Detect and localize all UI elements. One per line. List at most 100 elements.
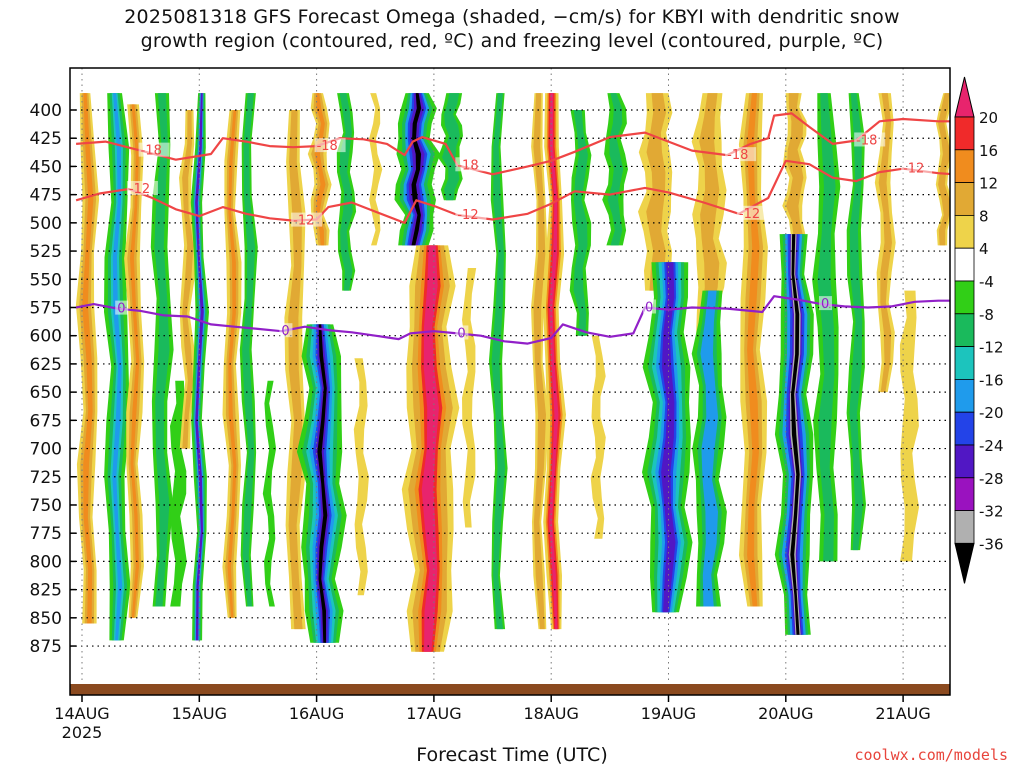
omega-region (746, 93, 760, 607)
x-tick-label: 20AUG (758, 704, 813, 723)
contour-label: -12 (903, 162, 924, 177)
omega-region (170, 380, 187, 607)
contour-label-bg (291, 212, 323, 227)
y-tick-label: 725 (30, 468, 62, 488)
colorbar-label: -4 (979, 273, 994, 291)
chart-title-line1: 2025081318 GFS Forecast Omega (shaded, −… (124, 6, 900, 28)
contour-label: -18 (856, 133, 877, 148)
x-tick-label: 18AUG (523, 704, 578, 723)
colorbar-swatch (954, 116, 975, 151)
y-tick-label: 400 (30, 101, 62, 121)
omega-region (421, 245, 439, 652)
colorbar-label: -16 (979, 371, 1004, 389)
colorbar-label: -24 (979, 437, 1004, 455)
omega-region (195, 93, 204, 641)
omega-region (288, 110, 303, 630)
chart-title-line2: growth region (contoured, red, ºC) and f… (140, 30, 884, 52)
x-tick-label: 14AUG (54, 704, 109, 723)
y-tick-label: 800 (30, 552, 62, 572)
omega-region (817, 93, 836, 562)
contour-label-bg (279, 323, 293, 338)
y-tick-label: 475 (30, 186, 62, 206)
x-axis-title: Forecast Time (UTC) (416, 744, 608, 766)
contour-label: 0 (645, 300, 653, 315)
omega-region (411, 93, 422, 246)
omega-region (227, 110, 237, 618)
colorbar-label: -12 (979, 339, 1004, 357)
contour-label-bg (126, 180, 158, 195)
x-tick-label: 15AUG (172, 704, 227, 723)
contour-label-bg (736, 205, 768, 220)
y-tick-label: 500 (30, 214, 62, 234)
contour-label: -12 (293, 214, 314, 229)
freezing-level-0-contour (75, 295, 950, 345)
x-tick-label: 2025 (62, 723, 103, 742)
credit-text: coolwx.com/models (854, 746, 1008, 764)
x-tick-label: 16AUG (289, 704, 344, 723)
omega-region (743, 93, 764, 607)
omega-region (369, 93, 383, 246)
colorbar-label: -36 (979, 535, 1004, 553)
contour-label: -18 (727, 148, 748, 163)
omega-region (646, 93, 666, 291)
contour-label: -12 (457, 208, 478, 223)
omega-region (462, 268, 477, 528)
colorbar-swatch (954, 280, 975, 315)
y-tick-label: 625 (30, 355, 62, 375)
colorbar-swatch (954, 378, 975, 413)
terrain-band (70, 684, 950, 695)
omega-region (938, 93, 950, 246)
y-tick-label: 600 (30, 327, 62, 347)
omega-region (491, 93, 506, 630)
omega-region (899, 290, 919, 562)
omega-region (314, 93, 326, 246)
contour-label-bg (818, 296, 832, 311)
y-tick-label: 650 (30, 383, 62, 403)
dgz-minus18-contour (76, 112, 950, 176)
colorbar-swatch (954, 313, 975, 347)
colorbar-label: -8 (979, 306, 994, 324)
omega-region (110, 93, 125, 641)
colorbar-bottom-arrow (954, 542, 975, 584)
y-tick-label: 700 (30, 440, 62, 460)
y-tick-label: 675 (30, 411, 62, 431)
x-tick-label: 17AUG (406, 704, 461, 723)
y-tick-label: 525 (30, 242, 62, 262)
omega-region (353, 358, 369, 596)
colorbar-swatch (954, 444, 975, 479)
contour-label-bg (455, 325, 469, 340)
contour-label-bg (854, 132, 886, 147)
y-tick-label: 750 (30, 496, 62, 516)
y-tick-label: 575 (30, 298, 62, 318)
colorbar-label: -28 (979, 470, 1004, 488)
omega-region (878, 93, 892, 393)
plot-frame (69, 67, 951, 696)
contour-label: 0 (117, 302, 125, 317)
omega-region (607, 93, 624, 246)
colorbar-swatch (954, 411, 975, 446)
omega-region (112, 93, 123, 641)
y-tick-label: 850 (30, 609, 62, 629)
gridlines (70, 68, 950, 695)
y-tick-label: 550 (30, 270, 62, 290)
contour-label: -18 (141, 144, 162, 159)
colorbar-swatch (954, 247, 975, 282)
colorbar-swatch (954, 182, 975, 216)
contour-label: -12 (739, 207, 760, 222)
contour-label: 0 (457, 326, 465, 341)
omega-region (82, 93, 94, 624)
contour-label: -12 (129, 182, 150, 197)
omega-region (154, 93, 170, 607)
omega-region (317, 324, 328, 643)
colorbar-label: -20 (979, 404, 1004, 422)
contour-label-bg (643, 299, 657, 314)
contour-label: 0 (821, 297, 829, 312)
colorbar-label: 12 (979, 175, 998, 193)
colorbar-label: 16 (979, 142, 998, 160)
contour-label-bg (314, 138, 346, 153)
colorbar-swatch (954, 510, 975, 544)
y-tick-label: 825 (30, 581, 62, 601)
y-tick-label: 425 (30, 129, 62, 149)
omega-region (127, 104, 142, 618)
